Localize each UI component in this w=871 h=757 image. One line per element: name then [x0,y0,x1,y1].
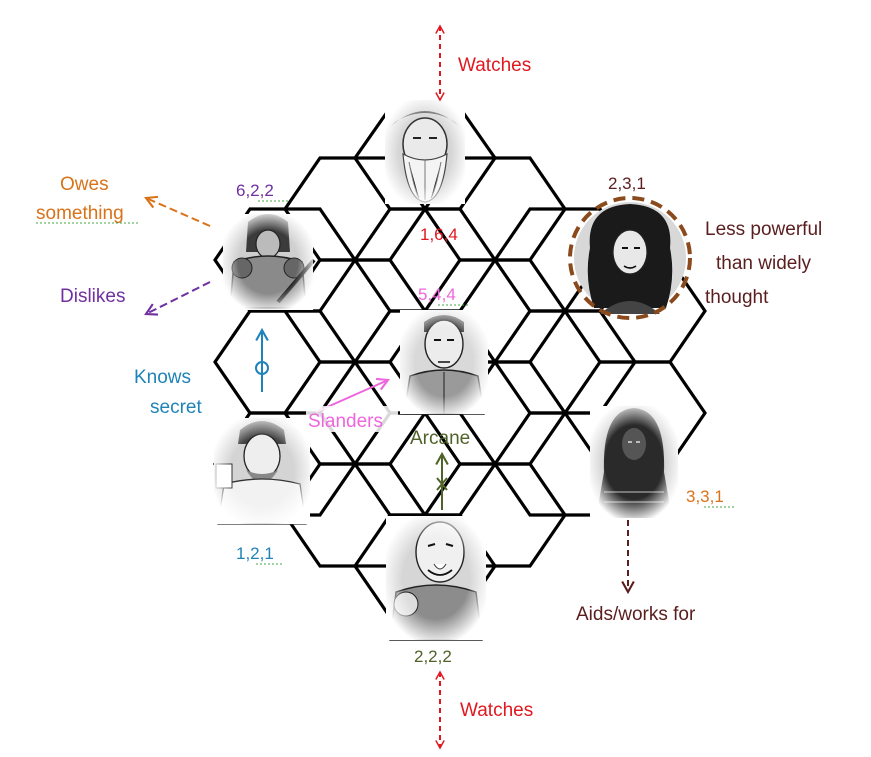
stat-lower-right: 3,3,1 [686,487,724,506]
aids-works-for-label: Aids/works for [576,604,696,625]
bearded-rogue-portrait [214,418,310,525]
stat-upper-left: 6,2,2 [236,181,274,200]
dislikes-label: Dislikes [60,286,125,307]
stern-man-portrait [400,310,488,415]
arcane-label: Arcane [410,428,470,449]
watches-bottom-label: Watches [460,700,533,721]
slanders-label: Slanders [308,411,383,432]
knows-secret-marker [255,361,269,375]
owes-something-label-line1: Owes [60,174,109,195]
highlight-ring [568,196,692,320]
hex-col3-r3 [423,462,567,568]
stat-bottom: 2,2,2 [414,647,452,666]
hooded-figure-portrait [590,406,678,518]
stat-lower-left: 1,2,1 [236,544,274,563]
stat-top: 1,6,4 [420,225,458,244]
less-powerful-label-line3: thought [705,287,769,308]
dark-haired-woman-portrait [574,202,686,314]
stat-upper-right: 2,3,1 [608,174,646,193]
less-powerful-label-line1: Less powerful [705,219,822,240]
knows-secret-label-line1: Knows [134,367,191,388]
watches-top-label: Watches [458,55,531,76]
stat-center: 5,4,4 [418,285,456,304]
less-powerful-label-line2: than widely [716,253,812,274]
owes-something-label-line2: something [36,203,124,224]
owes-something-arrow [144,195,211,227]
slanders-label-bg [306,406,398,432]
arcane-arrow-cross [436,477,448,491]
bald-grinning-man-portrait [386,516,486,641]
dislikes-arrow [144,281,211,316]
armored-warrior-portrait [223,214,316,310]
knows-secret-label-line2: secret [150,397,202,418]
old-bearded-man-portrait [385,100,465,204]
